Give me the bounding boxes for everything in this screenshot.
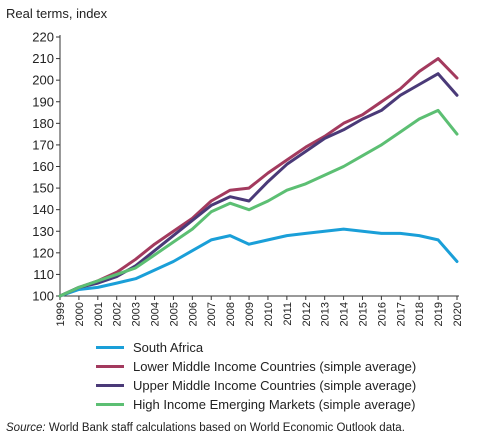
- x-tick-label: 2012: [301, 302, 313, 326]
- x-tick-label: 2002: [112, 302, 124, 326]
- y-axis-label: Real terms, index: [6, 6, 108, 21]
- x-tick-label: 2009: [244, 302, 256, 326]
- series-line-3: [58, 108, 459, 298]
- y-tick-label: 120: [32, 245, 54, 260]
- x-tick-label: 2019: [433, 302, 445, 326]
- x-tick-label: 1999: [55, 302, 67, 326]
- series-line-1: [58, 57, 459, 298]
- legend-swatch: [96, 384, 124, 387]
- y-tick-label: 180: [32, 116, 54, 131]
- x-tick-label: 2004: [150, 302, 162, 326]
- x-tick-label: 2005: [168, 302, 180, 326]
- x-tick-label: 2014: [339, 302, 351, 326]
- line-chart: 100 110 120 130 140 150 160 170 180 190 200 210 220 1…: [32, 30, 464, 327]
- legend-item-lower-middle-income: Lower Middle Income Countries (simple av…: [96, 357, 416, 376]
- legend-label: Upper Middle Income Countries (simple av…: [133, 378, 417, 393]
- y-tick-label: 110: [33, 267, 54, 282]
- legend-label: High Income Emerging Markets (simple ave…: [133, 397, 416, 412]
- legend-swatch: [96, 403, 124, 406]
- series-line-2: [58, 72, 459, 298]
- x-tick-label: 2006: [187, 302, 199, 326]
- x-tick-label: 2011: [282, 302, 294, 326]
- x-tick-label: 2007: [206, 302, 218, 326]
- legend-item-south-africa: South Africa: [96, 338, 416, 357]
- legend-swatch: [96, 346, 124, 349]
- x-tick-label: 2010: [263, 302, 275, 326]
- legend-item-upper-middle-income: Upper Middle Income Countries (simple av…: [96, 376, 416, 395]
- x-tick-label: 2017: [395, 302, 407, 326]
- y-tick-label: 190: [32, 94, 54, 109]
- x-tick-label: 2003: [131, 302, 143, 326]
- source-text: World Bank staff calculations based on W…: [45, 422, 405, 434]
- y-tick-label: 140: [32, 202, 54, 217]
- x-tick-label: 2001: [93, 302, 105, 326]
- series-line-0: [58, 227, 459, 298]
- legend-item-high-income-emerging: High Income Emerging Markets (simple ave…: [96, 395, 416, 414]
- y-tick-label: 150: [32, 181, 54, 196]
- y-tick-label: 170: [32, 137, 54, 152]
- x-tick-label: 2015: [357, 302, 369, 326]
- legend-label: Lower Middle Income Countries (simple av…: [133, 359, 417, 374]
- x-tick-label: 2000: [74, 302, 86, 326]
- x-tick-label: 2020: [452, 302, 464, 326]
- source-note: Source: World Bank staff calculations ba…: [6, 422, 405, 434]
- x-tick-label: 2018: [414, 302, 426, 326]
- y-tick-label: 210: [32, 51, 54, 66]
- x-tick-label: 2013: [320, 302, 332, 326]
- legend: South Africa Lower Middle Income Countri…: [96, 338, 416, 414]
- legend-label: South Africa: [133, 340, 204, 355]
- x-tick-label: 2008: [225, 302, 237, 326]
- x-tick-label: 2016: [376, 302, 388, 326]
- y-tick-label: 200: [32, 73, 54, 88]
- legend-swatch: [96, 365, 124, 368]
- y-tick-label: 100: [32, 289, 54, 304]
- y-tick-label: 160: [32, 159, 54, 174]
- y-tick-label: 130: [32, 224, 54, 239]
- y-tick-label: 220: [32, 30, 54, 45]
- source-prefix: Source:: [6, 422, 46, 434]
